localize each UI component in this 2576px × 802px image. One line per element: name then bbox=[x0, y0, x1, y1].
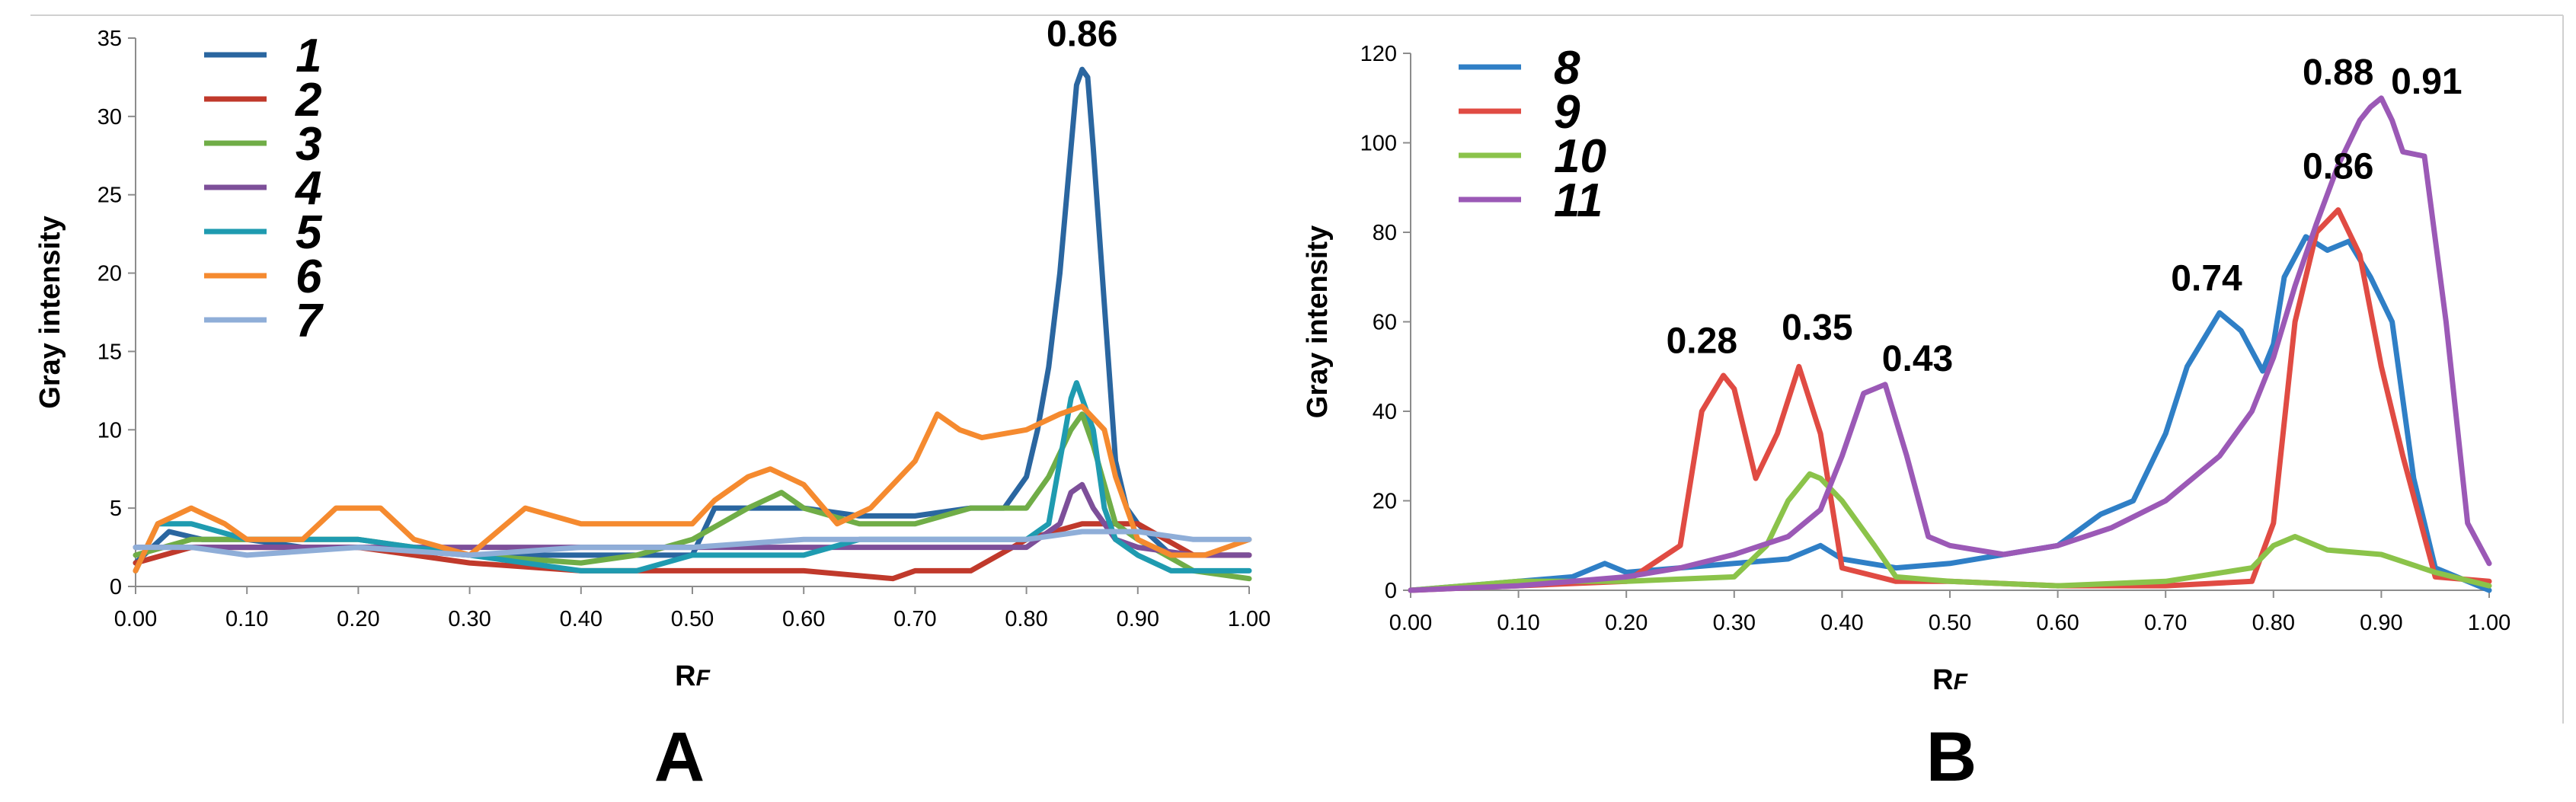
series-line-5 bbox=[133, 380, 1252, 574]
series-line-6 bbox=[133, 403, 1252, 574]
x-tick-label: 0.40 bbox=[560, 607, 602, 631]
legend-label-2: 2 bbox=[295, 74, 321, 126]
y-tick-label: 80 bbox=[1373, 221, 1397, 245]
peak-annotation: 0.91 bbox=[2391, 62, 2462, 102]
peak-annotation: 0.74 bbox=[2171, 258, 2242, 299]
x-tick-label: 0.30 bbox=[448, 607, 491, 631]
series-line-9 bbox=[1408, 207, 2492, 593]
y-axis-title: Gray intensity bbox=[1302, 225, 1334, 418]
legend-label-4: 4 bbox=[294, 162, 321, 215]
x-tick-label: 0.60 bbox=[2036, 611, 2079, 635]
peak-annotation: 0.86 bbox=[1047, 14, 1117, 54]
x-tick-label: 0.80 bbox=[2252, 611, 2295, 635]
x-tick-label: 0.00 bbox=[1389, 611, 1432, 635]
y-tick-label: 15 bbox=[97, 340, 122, 364]
y-tick-label: 0 bbox=[1385, 579, 1397, 603]
y-tick-label: 30 bbox=[97, 105, 122, 129]
legend-label-3: 3 bbox=[296, 118, 321, 171]
x-tick-label: 0.70 bbox=[893, 607, 936, 631]
x-axis-title: RF bbox=[1932, 664, 1967, 696]
y-tick-label: 10 bbox=[97, 418, 122, 443]
x-tick-label: 0.50 bbox=[671, 607, 714, 631]
legend-label-8: 8 bbox=[1554, 42, 1580, 94]
x-tick-label: 0.20 bbox=[337, 607, 379, 631]
y-tick-label: 25 bbox=[97, 184, 122, 208]
y-tick-label: 20 bbox=[1373, 490, 1397, 514]
peak-annotation: 0.28 bbox=[1667, 321, 1737, 362]
x-tick-label: 0.80 bbox=[1005, 607, 1047, 631]
x-tick-label: 0.10 bbox=[1497, 611, 1539, 635]
y-tick-label: 5 bbox=[110, 497, 122, 521]
legend-label-1: 1 bbox=[296, 30, 321, 82]
legend-label-9: 9 bbox=[1554, 86, 1580, 139]
y-tick-label: 20 bbox=[97, 262, 122, 286]
peak-annotation: 0.43 bbox=[1882, 339, 1953, 379]
x-tick-label: 0.70 bbox=[2144, 611, 2187, 635]
legend-label-11: 11 bbox=[1554, 174, 1603, 227]
series-line-4 bbox=[133, 481, 1252, 558]
y-tick-label: 40 bbox=[1373, 400, 1397, 424]
y-tick-label: 0 bbox=[110, 575, 122, 599]
series-line-7 bbox=[133, 529, 1252, 558]
x-tick-label: 0.30 bbox=[1713, 611, 1756, 635]
peak-annotation: 0.88 bbox=[2303, 53, 2373, 93]
x-tick-label: 0.60 bbox=[782, 607, 825, 631]
panel-label: B bbox=[1926, 718, 1977, 796]
x-axis-title: RF bbox=[675, 660, 710, 692]
y-tick-label: 120 bbox=[1360, 42, 1397, 66]
x-tick-label: 1.00 bbox=[1228, 607, 1270, 631]
x-tick-label: 0.00 bbox=[114, 607, 157, 631]
x-tick-label: 0.90 bbox=[2360, 611, 2402, 635]
x-tick-label: 0.90 bbox=[1117, 607, 1159, 631]
x-tick-label: 0.20 bbox=[1605, 611, 1648, 635]
legend-label-5: 5 bbox=[296, 206, 323, 259]
peak-annotation: 0.86 bbox=[2303, 147, 2373, 187]
peak-annotation: 0.35 bbox=[1782, 308, 1852, 348]
x-tick-label: 1.00 bbox=[2468, 611, 2510, 635]
legend-label-10: 10 bbox=[1554, 130, 1606, 183]
x-tick-label: 0.40 bbox=[1820, 611, 1863, 635]
series-line-10 bbox=[1408, 471, 2492, 593]
y-tick-label: 60 bbox=[1373, 311, 1397, 335]
panel-b-chart: 0 20 40 60 80 100 120 0.00 0.10 0.20 0.30 0.40 0.50 0… bbox=[1287, 14, 2564, 796]
x-tick-label: 0.10 bbox=[225, 607, 268, 631]
y-axis-title: Gray intensity bbox=[34, 216, 66, 408]
panel-label: A bbox=[654, 718, 705, 796]
legend-label-6: 6 bbox=[296, 251, 322, 303]
legend-label-7: 7 bbox=[296, 295, 324, 347]
series-line-11 bbox=[1408, 95, 2492, 593]
series-line-8 bbox=[1408, 234, 2492, 593]
y-tick-label: 35 bbox=[97, 27, 122, 51]
x-tick-label: 0.50 bbox=[1929, 611, 1971, 635]
y-tick-label: 100 bbox=[1360, 132, 1397, 156]
